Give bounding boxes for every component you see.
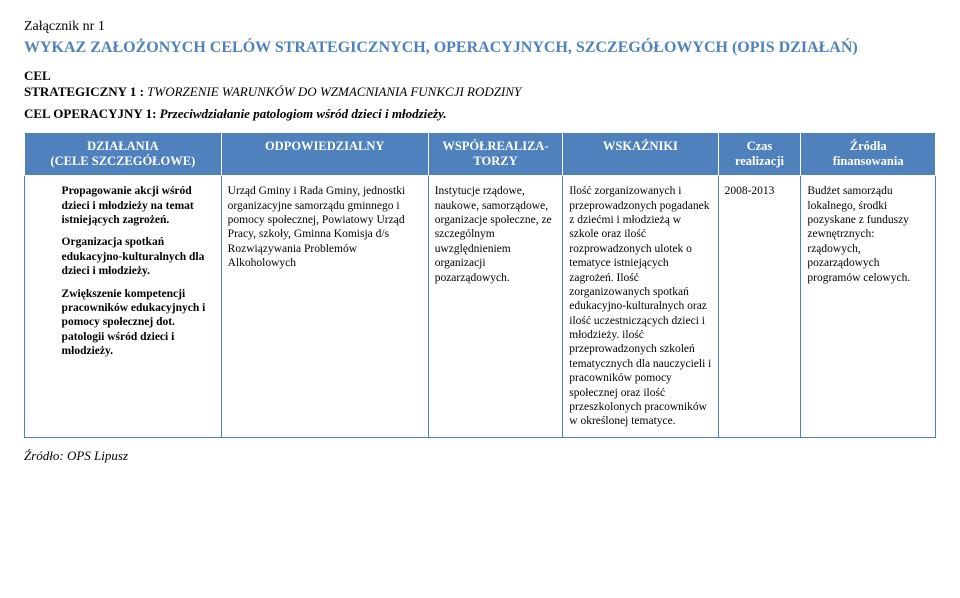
- action-item: Zwiększenie kompetencji pracowników eduk…: [62, 287, 215, 359]
- cell-time: 2008-2013: [718, 176, 801, 437]
- col-time-header: Czas realizacji: [718, 133, 801, 176]
- table-header-row: DZIAŁANIA (CELE SZCZEGÓŁOWE) ODPOWIEDZIA…: [25, 133, 936, 176]
- cel-op-prefix: CEL OPERACYJNY 1:: [24, 106, 156, 121]
- cell-funding: Budżet samorządu lokalnego, środki pozys…: [801, 176, 936, 437]
- col-actions-header: DZIAŁANIA (CELE SZCZEGÓŁOWE): [25, 133, 222, 176]
- cel-operational-line: CEL OPERACYJNY 1: Przeciwdziałanie patol…: [24, 106, 936, 122]
- table-row: Propagowanie akcji wśród dzieci i młodzi…: [25, 176, 936, 437]
- row-spacer: [25, 176, 56, 437]
- col-indicators-header: WSKAŹNIKI: [563, 133, 718, 176]
- cel-strategic-text: TWORZENIE WARUNKÓW DO WZMACNIANIA FUNKCJ…: [147, 84, 521, 99]
- action-item: Organizacja spotkań edukacyjno-kulturaln…: [62, 235, 215, 278]
- cel-strategic-prefix: STRATEGICZNY 1 :: [24, 84, 144, 99]
- cell-indicators: Ilość zorganizowanych i przeprowadzonych…: [563, 176, 718, 437]
- col-responsible-header: ODPOWIEDZIALNY: [221, 133, 428, 176]
- page-title: WYKAZ ZAŁOŻONYCH CELÓW STRATEGICZNYCH, O…: [24, 38, 936, 58]
- cell-responsible: Urząd Gminy i Rada Gminy, jednostki orga…: [221, 176, 428, 437]
- cel-strategic-line: CEL STRATEGICZNY 1 : TWORZENIE WARUNKÓW …: [24, 68, 936, 101]
- cell-actions: Propagowanie akcji wśród dzieci i młodzi…: [56, 176, 222, 437]
- goals-table: DZIAŁANIA (CELE SZCZEGÓŁOWE) ODPOWIEDZIA…: [24, 132, 936, 437]
- col-funding-header: Źródła finansowania: [801, 133, 936, 176]
- action-item: Propagowanie akcji wśród dzieci i młodzi…: [62, 184, 215, 227]
- col-coimplementers-header: WSPÓŁREALIZA- TORZY: [428, 133, 563, 176]
- source-note: Źródło: OPS Lipusz: [24, 448, 936, 464]
- cell-coimplementers: Instytucje rządowe, naukowe, samorządowe…: [428, 176, 563, 437]
- cel-label: CEL: [24, 68, 936, 84]
- attachment-label: Załącznik nr 1: [24, 18, 936, 36]
- cel-op-text: Przeciwdziałanie patologiom wśród dzieci…: [160, 106, 447, 121]
